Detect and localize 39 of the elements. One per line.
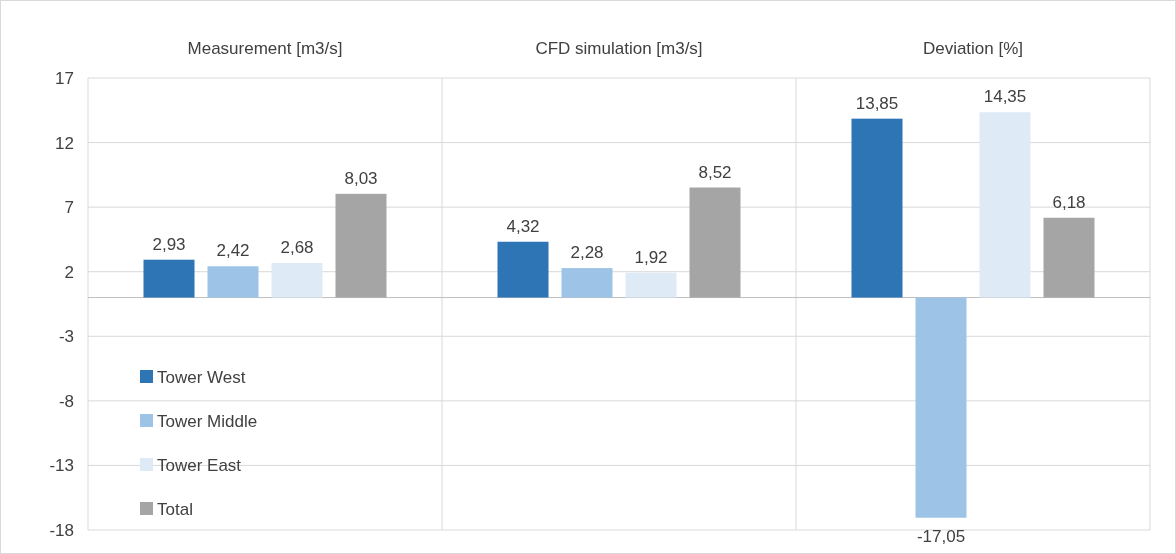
x-tick-label: CFD simulation [m3/s]: [535, 39, 703, 58]
legend-label: Total: [157, 500, 193, 519]
y-tick-label: 12: [55, 133, 74, 153]
y-tick-label: -3: [58, 327, 74, 347]
x-tick-label: Deviation [%]: [922, 39, 1024, 58]
data-label: 2,93: [152, 234, 186, 254]
data-label: 4,32: [506, 216, 540, 236]
data-label: -17,05: [916, 526, 966, 546]
bar: [561, 268, 613, 298]
bar: [335, 193, 387, 298]
y-tick-label: -18: [49, 520, 74, 540]
data-label: 1,92: [634, 247, 668, 267]
data-label: 13,85: [855, 93, 899, 113]
data-label: 2,28: [570, 243, 604, 263]
y-tick-label: -8: [58, 391, 74, 411]
bar: [915, 297, 967, 518]
y-tick-label: 2: [64, 262, 74, 282]
data-label: 2,42: [216, 241, 250, 261]
bar: [271, 262, 323, 298]
data-label: 14,35: [983, 87, 1027, 107]
bar: [689, 187, 741, 298]
data-label: 8,03: [344, 168, 378, 188]
legend-label: Tower East: [157, 456, 242, 475]
y-tick-label: 7: [64, 198, 74, 218]
x-tick-label: Measurement [m3/s]: [187, 39, 343, 58]
data-label: 6,18: [1052, 192, 1086, 212]
bar: [625, 272, 677, 298]
bar: [497, 241, 549, 298]
legend-label: Tower Middle: [157, 412, 258, 431]
bar: [979, 112, 1031, 298]
bar: [143, 259, 195, 298]
bar: [207, 266, 259, 298]
data-label: 8,52: [698, 162, 732, 182]
legend-label: Tower West: [157, 368, 246, 387]
y-tick-label: 17: [55, 68, 74, 88]
bar: [851, 118, 903, 298]
data-label: 2,68: [280, 237, 314, 257]
y-tick-label: -13: [49, 456, 74, 476]
bar: [1043, 217, 1095, 298]
